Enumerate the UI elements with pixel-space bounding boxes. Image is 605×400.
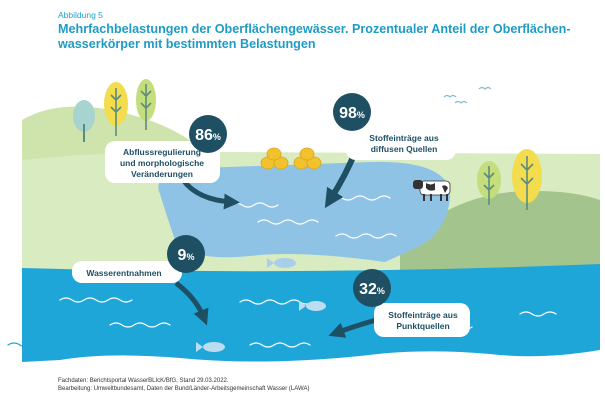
callout-box xyxy=(105,141,220,183)
callout-label-line: Veränderungen xyxy=(131,169,193,179)
arrow-punkt xyxy=(328,317,377,338)
figure-label: Abbildung 5 xyxy=(58,10,103,20)
callout-box xyxy=(374,303,470,337)
hay-bales-icon xyxy=(260,147,322,170)
callout-label-line: Stoffeinträge aus xyxy=(369,133,439,143)
tree-icon xyxy=(73,100,95,142)
footer-source: Fachdaten: Berichtsportal WasserBLIcK/Bf… xyxy=(58,378,229,384)
callout-label-line: und morphologische xyxy=(120,158,204,168)
percent-badge-label: 9% xyxy=(178,247,195,264)
tree-icon xyxy=(512,149,542,210)
tree-icon xyxy=(477,161,501,205)
cow-icon xyxy=(413,180,451,201)
footer-credits: Fachdaten: Berichtsportal WasserBLIcK/Bf… xyxy=(58,377,309,393)
callout-box xyxy=(72,261,182,283)
percent-badge xyxy=(353,269,391,307)
fish-icon xyxy=(196,342,225,352)
arrow-abfluss xyxy=(181,178,240,210)
callout-label-line: Abflussregulierung xyxy=(123,147,201,157)
tree-icon xyxy=(136,79,156,130)
fish-icon xyxy=(267,258,296,268)
figure-title: Mehrfachbelastungen der Oberflächengewäs… xyxy=(58,22,578,52)
callout-label-line: Wasserentnahmen xyxy=(86,268,161,278)
percent-badge-label: 32% xyxy=(359,281,385,298)
sea xyxy=(22,264,600,362)
birds-icon xyxy=(443,86,492,104)
callout-label-line: diffusen Quellen xyxy=(371,144,438,154)
fish-icon xyxy=(299,301,326,311)
callout-label-line: Stoffeinträge aus xyxy=(388,310,458,320)
percent-badge-label: 86% xyxy=(195,127,221,144)
arrow-entnahme xyxy=(174,281,209,326)
bottom-waves xyxy=(7,339,593,348)
callout-box xyxy=(346,126,456,160)
title-line-1: Mehrfachbelastungen der Oberflächengewäs… xyxy=(58,22,571,36)
footer-processing: Bearbeitung: Umweltbundesamt, Daten der … xyxy=(58,386,310,392)
tree-icon xyxy=(104,82,128,136)
percent-badge xyxy=(333,93,371,131)
percent-badge xyxy=(189,115,227,153)
percent-badge-label: 98% xyxy=(339,105,365,122)
title-line-2: wasserkörper mit bestimmten Belastungen xyxy=(58,37,316,51)
callout-label-line: Punktquellen xyxy=(396,321,449,331)
lake xyxy=(158,161,451,262)
percent-badge xyxy=(167,235,205,273)
